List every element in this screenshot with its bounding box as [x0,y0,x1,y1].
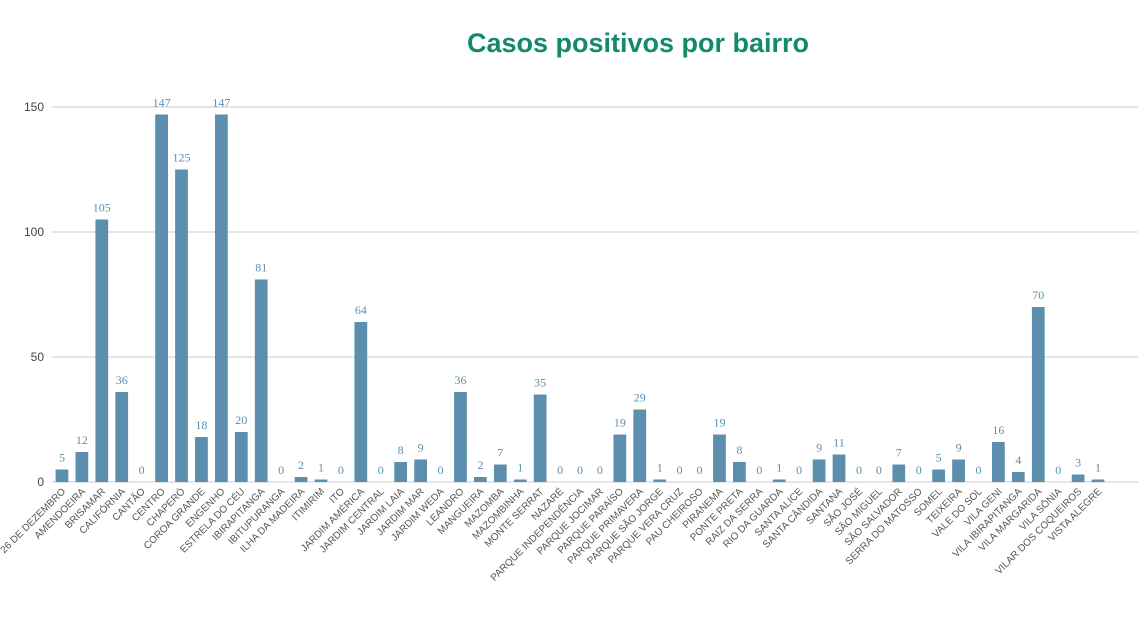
value-label: 0 [338,463,344,477]
value-label: 0 [557,463,563,477]
value-label: 2 [477,458,483,472]
value-label: 0 [438,463,444,477]
value-label: 18 [195,418,207,432]
value-label: 0 [916,463,922,477]
value-label: 5 [936,451,942,465]
bar [533,394,547,482]
value-label: 19 [713,416,725,430]
bar [155,114,168,482]
value-label: 0 [278,463,284,477]
value-label: 64 [355,303,367,317]
value-label: 9 [418,441,424,455]
value-label: 0 [677,463,683,477]
value-label: 20 [235,413,247,427]
bar [1091,479,1105,482]
value-label: 7 [497,446,503,460]
value-label: 0 [697,463,703,477]
bar [1071,474,1085,482]
value-label: 0 [975,463,981,477]
bar [992,442,1005,482]
bar [314,479,328,482]
bar [294,477,308,482]
bar [493,464,507,482]
bar [195,437,208,482]
y-tick-label: 50 [31,350,45,364]
bar [653,479,667,482]
value-label: 7 [896,446,902,460]
bar [214,114,228,482]
chart-title: Casos positivos por bairro [467,28,809,58]
value-label: 29 [634,391,646,405]
value-label: 4 [1015,453,1021,467]
value-label: 0 [1055,463,1061,477]
bar [513,479,527,482]
bar [175,169,188,482]
value-label: 125 [173,151,191,165]
value-label: 36 [454,373,466,387]
bar [952,459,965,482]
value-label: 1 [657,461,663,475]
value-label: 1 [318,461,324,475]
bar [115,392,129,482]
value-label: 9 [816,441,822,455]
bar [454,392,467,482]
bar [474,477,487,482]
value-label: 0 [856,463,862,477]
bar [1011,472,1025,482]
value-label: 81 [255,261,267,275]
bar [75,452,89,482]
bar [832,454,846,482]
value-label: 35 [534,376,546,390]
bar [234,432,248,482]
bar [892,464,906,482]
y-tick-label: 150 [24,100,44,114]
value-label: 0 [876,463,882,477]
value-label: 0 [139,463,145,477]
value-label: 8 [398,443,404,457]
value-label: 0 [597,463,603,477]
bar [733,462,746,482]
y-tick-label: 100 [24,225,44,239]
bar [1031,307,1045,482]
bar [812,459,826,482]
bar [394,462,408,482]
value-label: 70 [1032,288,1044,302]
bar [713,434,726,482]
value-label: 19 [614,416,626,430]
value-label: 0 [577,463,583,477]
value-label: 0 [378,463,384,477]
value-label: 8 [736,443,742,457]
value-label: 105 [93,201,111,215]
value-label: 1 [776,461,782,475]
value-label: 2 [298,458,304,472]
value-label: 147 [212,96,230,110]
value-label: 1 [517,461,523,475]
bar [414,459,427,482]
y-tick-label: 0 [37,475,44,489]
value-label: 9 [956,441,962,455]
bar [55,469,69,482]
bar [95,219,109,482]
bar [354,322,368,482]
value-label: 36 [116,373,128,387]
value-label: 16 [992,423,1004,437]
bar [613,434,627,482]
value-label: 0 [756,463,762,477]
bar [254,279,268,482]
bar [633,409,647,482]
value-label: 3 [1075,456,1081,470]
bar [772,479,786,482]
value-label: 11 [833,436,845,450]
value-label: 5 [59,451,65,465]
value-label: 12 [76,433,88,447]
value-label: 147 [153,96,171,110]
value-label: 0 [796,463,802,477]
bar [932,469,946,482]
value-label: 1 [1095,461,1101,475]
